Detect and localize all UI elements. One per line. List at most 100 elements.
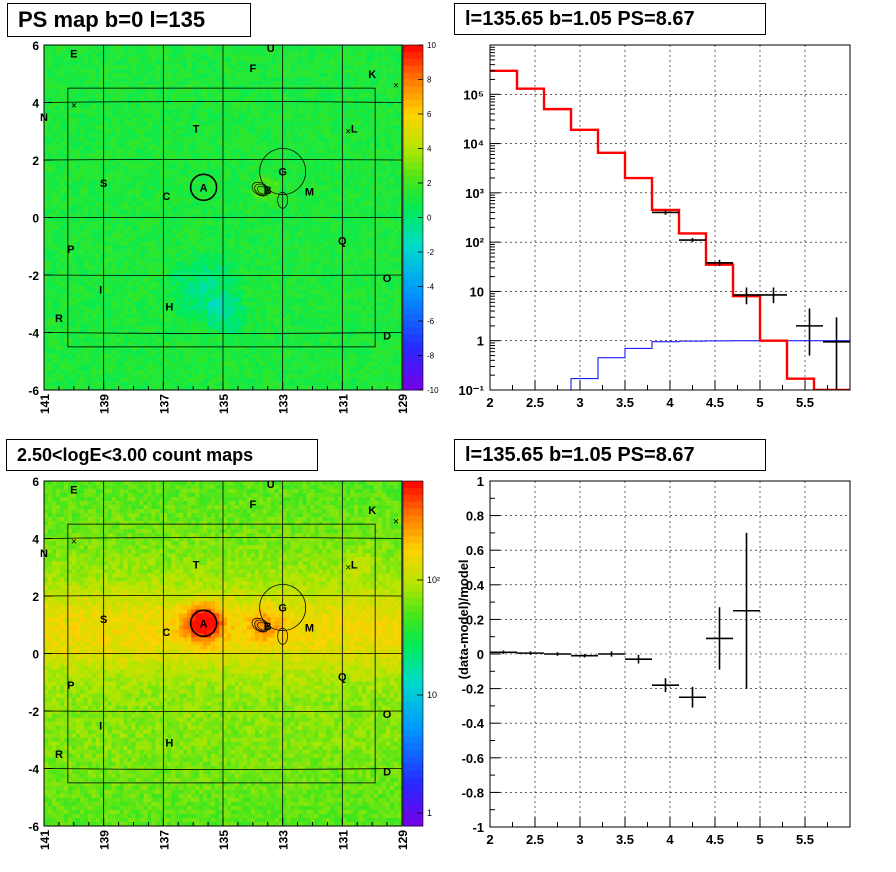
data-point bbox=[679, 237, 706, 243]
y-tick-label: 0 bbox=[32, 212, 39, 226]
x-tick-label: 3.5 bbox=[616, 832, 634, 847]
grid-line-b bbox=[43, 159, 403, 161]
source-label: O bbox=[383, 709, 392, 721]
y-tick-label: 0.2 bbox=[466, 612, 484, 627]
y-tick-label: -0.2 bbox=[462, 682, 484, 697]
y-tick-label: -0.6 bbox=[462, 751, 484, 766]
source-label: E bbox=[70, 49, 77, 61]
y-tick-label: -6 bbox=[28, 384, 39, 398]
source-label: U bbox=[267, 479, 275, 491]
y-tick-label: 0 bbox=[32, 648, 39, 662]
residual-point bbox=[652, 678, 679, 693]
model-red-histogram bbox=[490, 69, 850, 390]
x-tick-label: 135 bbox=[217, 394, 231, 414]
colorbar-tick-label: 10 bbox=[427, 41, 436, 50]
source-label: S bbox=[100, 614, 107, 626]
residual-point bbox=[544, 652, 571, 656]
ps-map-title: PS map b=0 l=135 bbox=[7, 3, 251, 37]
grid-line-b bbox=[43, 332, 403, 334]
x-tick-label: 131 bbox=[336, 830, 350, 850]
x-tick-label: 131 bbox=[336, 394, 350, 414]
colorbar-tick-label: 1 bbox=[427, 808, 432, 818]
y-tick-label: 10⁴ bbox=[463, 137, 484, 152]
y-tick-label: 1 bbox=[477, 334, 484, 349]
x-tick-label: 3 bbox=[576, 395, 583, 410]
residual-point bbox=[571, 654, 598, 658]
data-point bbox=[733, 287, 760, 305]
residual-point bbox=[517, 651, 544, 655]
source-a-circle bbox=[189, 173, 218, 202]
y-tick-label: 0.6 bbox=[466, 543, 484, 558]
source-g-circle bbox=[259, 148, 307, 195]
y-tick-label: 0.4 bbox=[466, 578, 485, 593]
source-b-contour bbox=[257, 621, 268, 631]
x-tick-label: 139 bbox=[98, 830, 112, 850]
source-label: G bbox=[278, 603, 287, 615]
source-b-contour bbox=[251, 181, 270, 197]
ps-map-panel: E U F K N T L G A B M S C Q P O I H R D 141 139 137 135 133 131 12… bbox=[0, 0, 448, 436]
source-label: P bbox=[67, 680, 74, 692]
residual-point bbox=[706, 607, 733, 670]
count-map-panel: E U F K N T L G A B M S C Q P O I H R D 141 139 137 135 133 131 12… bbox=[0, 436, 448, 872]
y-tick-label: 2 bbox=[32, 590, 39, 604]
source-label: B bbox=[264, 621, 272, 633]
x-tick-label: 2 bbox=[486, 832, 493, 847]
spectrum-plot: 2 2.5 3 3.5 4 4.5 5 5.5 10⁻¹ 1 10 10² 10³ 10⁴ 10⁵ bbox=[458, 44, 851, 410]
colorbar-tick-label: -8 bbox=[427, 352, 435, 361]
source-label: M bbox=[305, 623, 314, 635]
source-label: A bbox=[200, 182, 208, 194]
source-label: I bbox=[99, 720, 102, 732]
x-tick-label: 141 bbox=[38, 830, 52, 850]
source-label: H bbox=[165, 302, 173, 314]
x-tick-label: 135 bbox=[217, 830, 231, 850]
source-label: R bbox=[55, 313, 63, 325]
model-blue-histogram bbox=[570, 340, 850, 390]
y-tick-label: -6 bbox=[28, 820, 39, 834]
y-tick-label: -2 bbox=[28, 269, 39, 283]
source-label: F bbox=[249, 63, 256, 75]
source-label: I bbox=[99, 284, 102, 296]
source-label: B bbox=[264, 185, 272, 197]
source-cross-marker bbox=[393, 82, 399, 88]
x-tick-label: 139 bbox=[98, 394, 112, 414]
x-tick-label: 133 bbox=[277, 394, 291, 414]
grid-line-b bbox=[43, 710, 403, 712]
x-tick-label: 5.5 bbox=[796, 832, 814, 847]
residual-plot: 2 2.5 3 3.5 4 4.5 5 5.5 1 0.8 0.6 0.4 0.2 0 -0.2 -0.4 -0… bbox=[456, 474, 851, 847]
y-tick-label: 0.8 bbox=[466, 509, 484, 524]
source-b-contour bbox=[254, 183, 269, 196]
x-tick-label: 3 bbox=[576, 832, 583, 847]
source-label: O bbox=[383, 273, 392, 285]
residual-title: l=135.65 b=1.05 PS=8.67 bbox=[454, 439, 766, 471]
colorbar bbox=[403, 481, 423, 827]
x-tick-label: 5 bbox=[756, 832, 763, 847]
y-tick-label: 6 bbox=[32, 475, 39, 489]
colorbar bbox=[403, 45, 423, 391]
source-label: M bbox=[305, 187, 314, 199]
source-label: K bbox=[368, 505, 376, 517]
grid-line-b bbox=[43, 101, 403, 103]
y-tick-label: 4 bbox=[32, 97, 39, 111]
x-tick-label: 129 bbox=[396, 830, 410, 850]
y-tick-label: -2 bbox=[28, 705, 39, 719]
source-label: T bbox=[193, 123, 200, 135]
x-tick-label: 137 bbox=[157, 830, 171, 850]
y-tick-label: -4 bbox=[28, 763, 39, 777]
x-tick-label: 2 bbox=[486, 395, 493, 410]
x-tick-label: 129 bbox=[396, 394, 410, 414]
y-axis-label: (data-model)/model bbox=[456, 559, 471, 679]
source-label: C bbox=[162, 627, 170, 639]
source-label: U bbox=[267, 43, 275, 55]
colorbar-tick-label: 6 bbox=[427, 110, 432, 119]
x-tick-label: 137 bbox=[157, 394, 171, 414]
roi-box bbox=[67, 87, 376, 348]
source-b-contour bbox=[254, 619, 269, 632]
y-tick-label: 10³ bbox=[465, 186, 484, 201]
y-tick-label: -0.8 bbox=[462, 785, 484, 800]
residual-point bbox=[625, 654, 652, 664]
y-tick-label: 2 bbox=[32, 154, 39, 168]
grid-line-b bbox=[43, 537, 403, 539]
y-tick-label: 1 bbox=[477, 474, 484, 489]
source-label: F bbox=[249, 499, 256, 511]
